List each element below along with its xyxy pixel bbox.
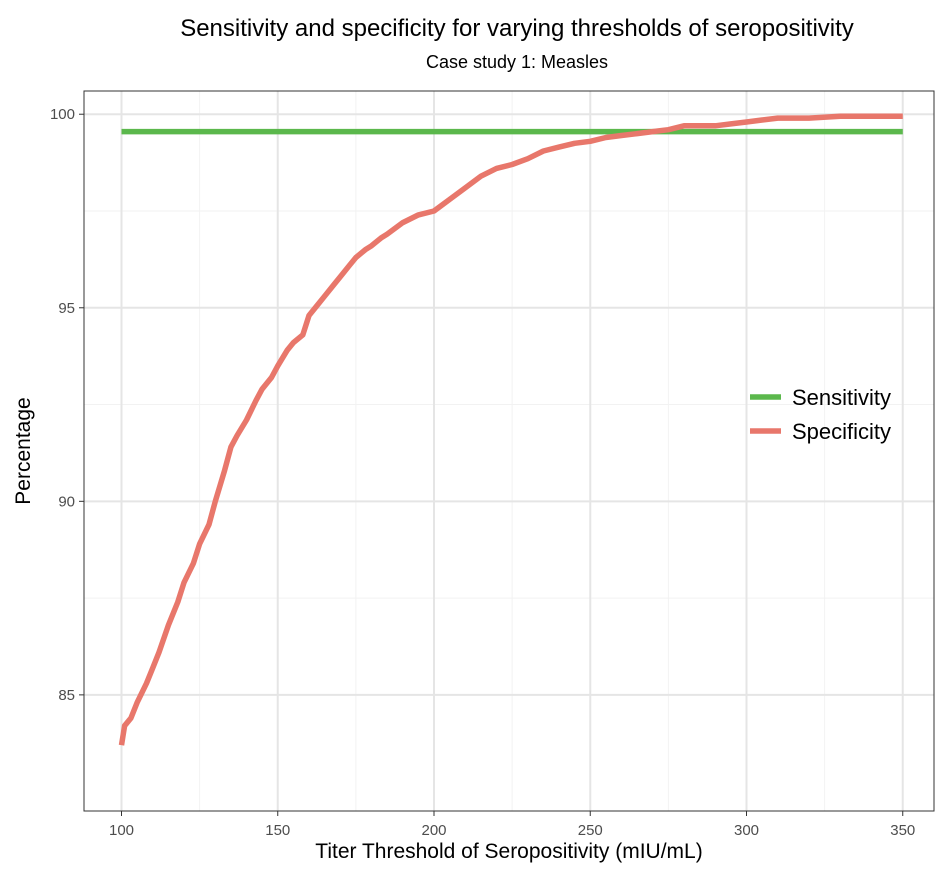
y-tick-label: 85 [58, 687, 75, 704]
legend-label-sensitivity: Sensitivity [792, 385, 891, 410]
plot-border [83, 90, 935, 812]
x-tick-label: 250 [578, 822, 603, 839]
y-tick-label: 95 [58, 300, 75, 317]
legend: Sensitivity Specificity [750, 385, 891, 444]
x-tick-label: 300 [734, 822, 759, 839]
x-tick-label: 100 [109, 822, 134, 839]
chart-subtitle: Case study 1: Measles [426, 52, 608, 72]
y-axis: 85 90 95 100 [50, 106, 84, 704]
y-axis-title: Percentage [12, 397, 35, 504]
x-tick-label: 200 [421, 822, 446, 839]
chart-title: Sensitivity and specificity for varying … [180, 15, 854, 42]
series-lines [118, 113, 903, 746]
series-line-specificity [118, 113, 903, 746]
x-axis: 100 150 200 250 300 350 [109, 811, 915, 839]
x-axis-title: Titer Threshold of Seropositivity (mIU/m… [315, 840, 702, 863]
x-tick-label: 350 [890, 822, 915, 839]
plot-panel [84, 91, 934, 811]
y-tick-label: 90 [58, 493, 75, 510]
x-tick-label: 150 [265, 822, 290, 839]
y-tick-label: 100 [50, 106, 75, 123]
legend-label-specificity: Specificity [792, 419, 891, 444]
